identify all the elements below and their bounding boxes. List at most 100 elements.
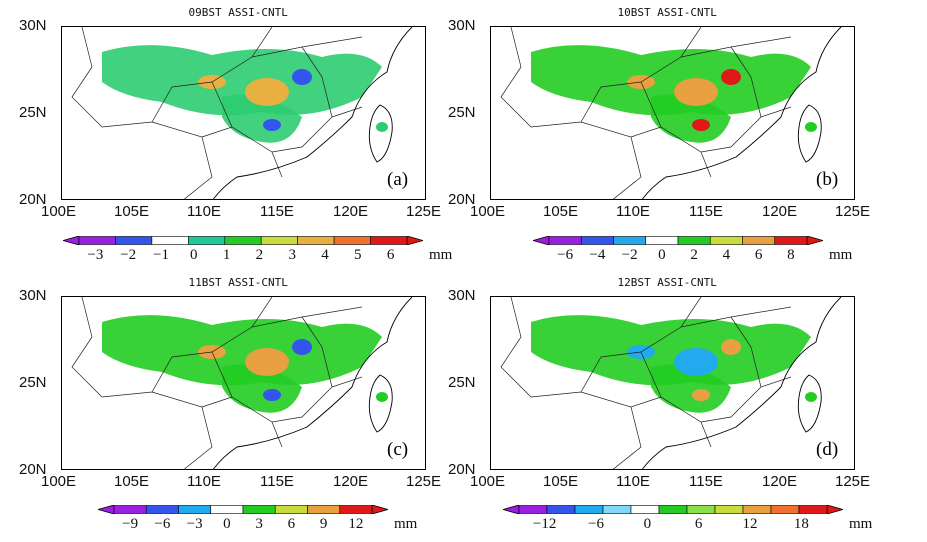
- colorbar-segment: [645, 236, 679, 245]
- colorbar-tick-label: 2: [255, 247, 264, 263]
- precip-band: [102, 45, 382, 116]
- y-tick-label: 25N: [448, 374, 476, 391]
- colorbar-tick-label: −12: [532, 516, 557, 532]
- colorbar-tick-label: −1: [153, 247, 169, 263]
- colorbar-tick-label: −6: [154, 516, 171, 532]
- panel-title: 09BST ASSI-CNTL: [188, 6, 288, 19]
- colorbar-tick-label: 6: [754, 247, 763, 263]
- colorbar-low-arrow: [98, 505, 115, 514]
- colorbar-segment: [518, 505, 548, 514]
- colorbar-tick-label: 6: [694, 516, 703, 532]
- map-canvas: [500, 27, 842, 199]
- y-tick-label: 25N: [448, 104, 476, 121]
- colorbar-tick-label: −6: [588, 516, 604, 532]
- y-tick-label: 20N: [448, 461, 476, 478]
- x-tick-label: 120E: [762, 473, 798, 490]
- x-tick-label: 125E: [835, 203, 871, 220]
- colorbar-segment: [686, 505, 716, 514]
- colorbar-ends: [98, 505, 388, 514]
- colorbar-segment: [709, 236, 743, 245]
- x-tick-label: 125E: [406, 473, 442, 490]
- precip-core: [692, 389, 710, 401]
- colorbar-tick-label: 18: [793, 516, 809, 532]
- colorbar-segment: [574, 505, 604, 514]
- colorbar-segment: [145, 505, 179, 514]
- y-tick-label: 20N: [19, 191, 47, 208]
- colorbar-tick-label: 0: [223, 516, 231, 532]
- colorbar-tick-label: 6: [287, 516, 296, 532]
- colorbar-unit: mm: [829, 247, 853, 263]
- colorbar-segment: [224, 236, 262, 245]
- x-tick-label: 105E: [543, 203, 579, 220]
- colorbar-segment: [742, 505, 772, 514]
- x-tick-label: 105E: [114, 203, 150, 220]
- colorbar-unit: mm: [394, 516, 418, 532]
- x-tick-label: 110E: [616, 473, 650, 490]
- map-plot: (b): [490, 26, 855, 200]
- panel-label: (c): [387, 439, 409, 460]
- precip-band-south: [651, 94, 731, 143]
- colorbar: −9 −6 −3 0 3 6 9 12 mm: [98, 505, 417, 535]
- colorbar-segment: [658, 505, 688, 514]
- taiwan-outline: [368, 104, 393, 163]
- colorbar-segment: [188, 236, 226, 245]
- colorbar-segment: [297, 236, 335, 245]
- precip-spot-taiwan: [805, 122, 817, 132]
- precip-band-south: [651, 364, 731, 413]
- colorbar-segment: [714, 505, 744, 514]
- colorbar-segment: [774, 236, 808, 245]
- colorbar-segment: [613, 236, 647, 245]
- x-tick-label: 100E: [470, 473, 506, 490]
- colorbar-segment: [210, 505, 244, 514]
- coastline: [212, 27, 413, 199]
- colorbar-ends: [533, 236, 823, 245]
- precip-spot: [674, 78, 718, 106]
- x-tick-label: 115E: [689, 473, 723, 490]
- colorbar-tick-label: −2: [621, 247, 638, 263]
- colorbar-segment: [78, 236, 116, 245]
- x-tick-label: 120E: [333, 473, 369, 490]
- precip-core: [692, 119, 710, 131]
- colorbar-segment: [580, 236, 614, 245]
- precip-core: [721, 69, 741, 85]
- colorbar-tick-label: −3: [186, 516, 203, 532]
- precip-band: [531, 45, 811, 116]
- x-tick-label: 115E: [689, 203, 723, 220]
- colorbar-segment: [115, 236, 153, 245]
- colorbar-segment: [677, 236, 711, 245]
- precip-spot-taiwan: [805, 392, 817, 402]
- colorbar-segment: [274, 505, 308, 514]
- precip-core: [263, 389, 281, 401]
- panel-title: 12BST ASSI-CNTL: [617, 276, 717, 289]
- colorbar-tick-label: 0: [643, 516, 652, 532]
- map-plot: (c): [61, 296, 426, 470]
- panel-label: (a): [387, 169, 409, 190]
- colorbar-tick-label: 0: [658, 247, 666, 263]
- precip-core: [292, 339, 312, 355]
- colorbar-segment: [546, 505, 576, 514]
- colorbar-unit: mm: [849, 516, 873, 532]
- x-tick-label: 120E: [333, 203, 369, 220]
- taiwan-outline: [797, 104, 822, 163]
- precip-spot-taiwan: [376, 122, 388, 132]
- y-tick-label: 30N: [19, 287, 47, 304]
- precip-band-south: [222, 94, 302, 143]
- precip-spot: [245, 348, 289, 376]
- x-tick-label: 110E: [616, 203, 650, 220]
- panel-label: (d): [816, 439, 839, 460]
- colorbar-tick-label: 4: [722, 247, 731, 263]
- panel-label: (b): [816, 169, 839, 190]
- panel-title: 10BST ASSI-CNTL: [617, 6, 717, 19]
- colorbar-tick-label: 1: [222, 247, 231, 263]
- colorbar-segment: [151, 236, 189, 245]
- y-tick-label: 25N: [19, 104, 47, 121]
- colorbar-tick-label: 8: [787, 247, 795, 263]
- colorbar-segment: [307, 505, 341, 514]
- map-plot: (a): [61, 26, 426, 200]
- colorbar-tick-label: 2: [690, 247, 698, 263]
- y-tick-label: 25N: [19, 374, 47, 391]
- colorbar-tick-label: 12: [348, 516, 364, 532]
- map-canvas: [71, 27, 413, 199]
- colorbar-tick-label: 12: [742, 516, 758, 532]
- y-tick-label: 30N: [448, 287, 476, 304]
